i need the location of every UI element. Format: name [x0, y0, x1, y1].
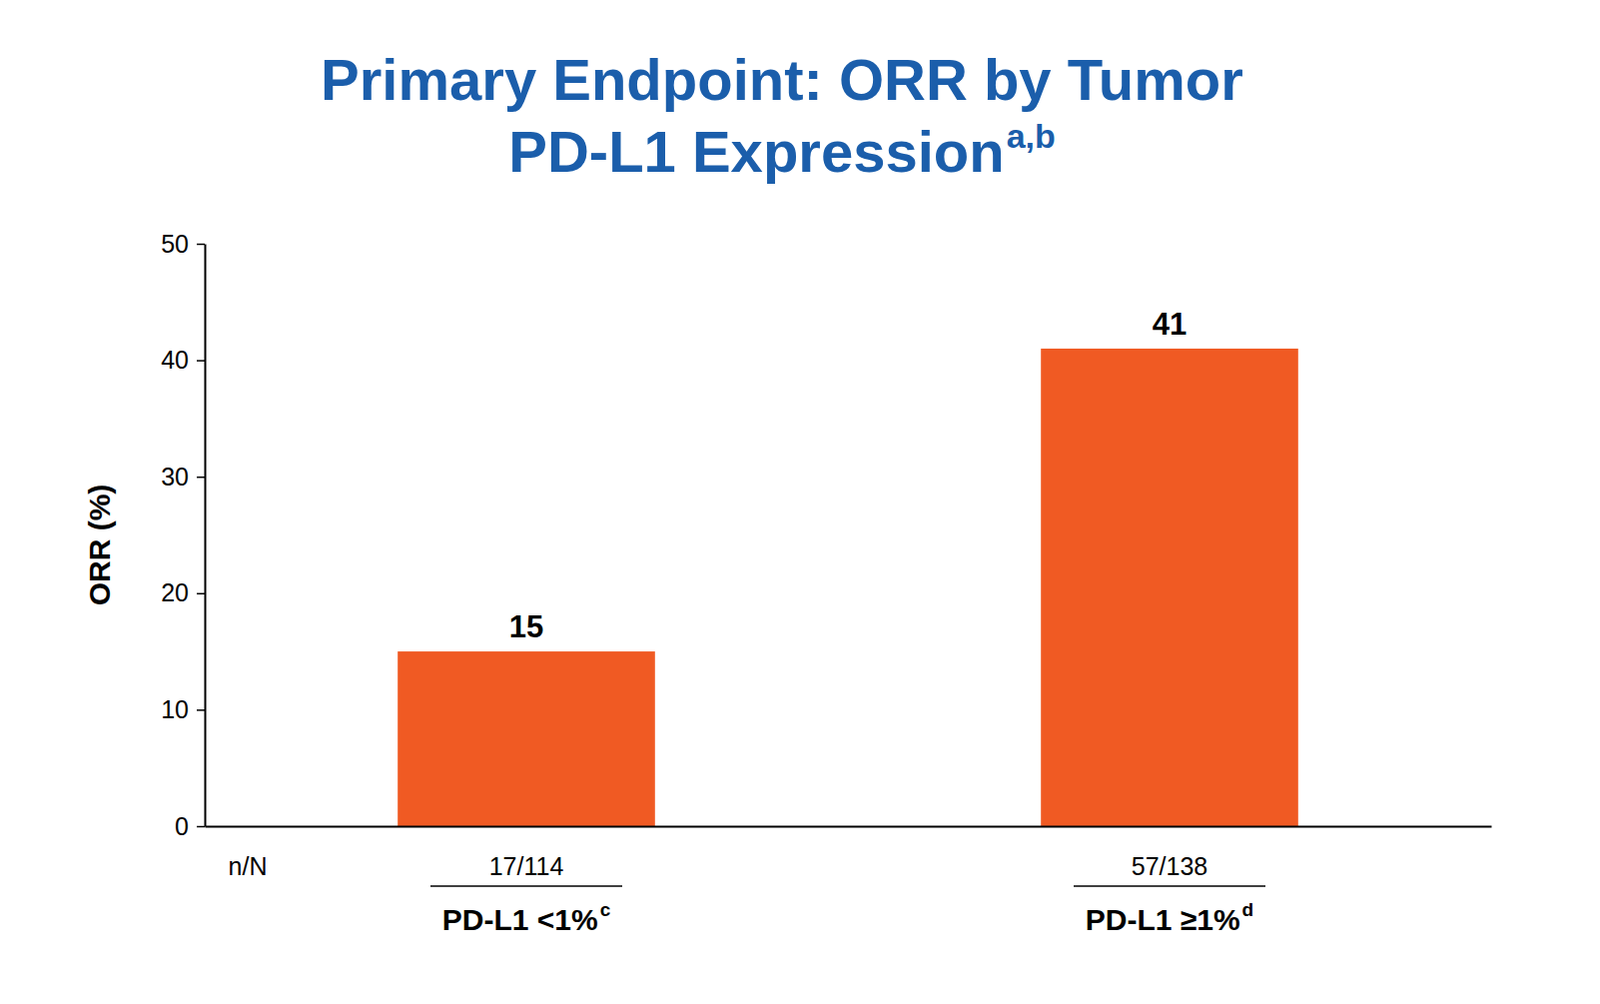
category-rule — [430, 884, 623, 887]
title: Primary Endpoint: ORR by TumorPD-L1 Expr… — [320, 46, 1244, 184]
title-group: Primary Endpoint: ORR by TumorPD-L1 Expr… — [320, 46, 1244, 184]
y-tick-label: 20 — [160, 578, 189, 607]
y-tick-mark — [196, 243, 205, 246]
data-label: 15 — [509, 609, 544, 645]
y-tick-label: 50 — [160, 229, 189, 258]
category-label: PD-L1 <1% — [442, 902, 599, 936]
y-axis-line — [204, 244, 207, 827]
bar — [1040, 348, 1299, 826]
y-tick: 0 — [174, 811, 205, 840]
y-axis: 0 10 20 30 40 50 — [160, 229, 205, 840]
data-labels: 1541 — [509, 306, 1187, 645]
n-value: 57/138 — [1131, 851, 1208, 880]
y-tick: 10 — [160, 695, 205, 724]
y-tick: 50 — [160, 229, 205, 258]
chart: Primary Endpoint: ORR by TumorPD-L1 Expr… — [0, 0, 1600, 1004]
y-tick-mark — [196, 709, 205, 712]
y-tick: 30 — [160, 462, 205, 491]
y-tick-mark — [196, 825, 205, 828]
y-tick-mark — [196, 476, 205, 479]
title-note: a,b — [1006, 116, 1056, 155]
y-tick-label: 10 — [160, 695, 189, 724]
category-note: c — [600, 898, 612, 920]
n-value: 17/114 — [489, 851, 565, 880]
y-tick-label: 0 — [174, 811, 189, 840]
y-axis-title: ORR (%) — [82, 484, 116, 607]
y-tick: 40 — [160, 345, 205, 374]
bars — [397, 348, 1299, 826]
title-line: PD-L1 Expression — [508, 118, 1004, 184]
bar — [397, 651, 656, 826]
title-line: Primary Endpoint: ORR by Tumor — [320, 46, 1244, 112]
category-rule — [1073, 884, 1266, 887]
n-label: n/N — [228, 851, 268, 880]
y-tick-mark — [196, 359, 205, 362]
x-axis-line — [205, 825, 1493, 828]
y-tick: 20 — [160, 578, 205, 607]
data-label: 41 — [1152, 306, 1187, 342]
y-tick-mark — [196, 593, 205, 596]
category-note: d — [1242, 898, 1255, 920]
y-tick-label: 40 — [160, 345, 189, 374]
y-tick-label: 30 — [160, 462, 189, 491]
x-axis — [205, 825, 1493, 827]
category-label: PD-L1 ≥1% — [1085, 902, 1241, 936]
x-labels: n/N 17/114 PD-L1 <1%c 57/138 PD-L1 ≥1%d — [228, 851, 1266, 936]
